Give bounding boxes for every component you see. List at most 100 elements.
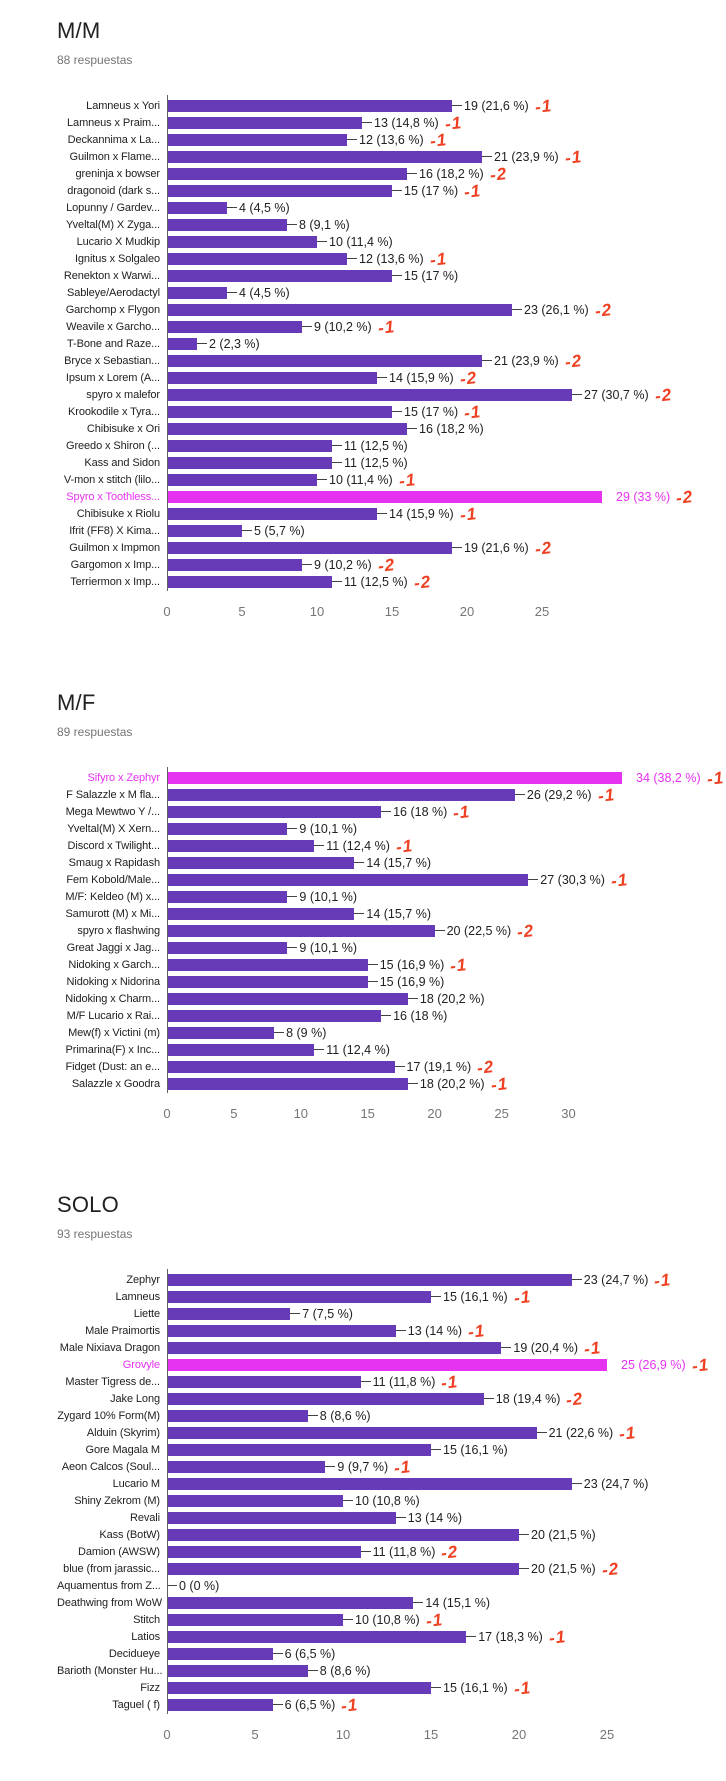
category-label: Primarina(F) x Inc... bbox=[65, 1043, 161, 1056]
bar[interactable] bbox=[167, 218, 287, 231]
bar[interactable] bbox=[167, 1681, 431, 1694]
bar-row: Decidueye 6 (6,5 %) bbox=[57, 1645, 726, 1662]
bar[interactable] bbox=[167, 958, 368, 971]
bar[interactable] bbox=[167, 405, 392, 418]
bar[interactable] bbox=[167, 1060, 395, 1073]
bar[interactable] bbox=[167, 388, 572, 401]
bar[interactable] bbox=[167, 150, 482, 163]
callout-line bbox=[325, 1465, 336, 1468]
x-axis-tick-label: 15 bbox=[423, 1727, 439, 1742]
bar[interactable] bbox=[167, 890, 288, 903]
x-axis-tick-label: 5 bbox=[238, 604, 246, 619]
bar[interactable] bbox=[167, 133, 347, 146]
bar[interactable] bbox=[167, 252, 347, 265]
bar[interactable] bbox=[167, 805, 382, 818]
bar[interactable] bbox=[167, 1545, 361, 1558]
handwritten-annotation: -2 bbox=[412, 571, 432, 593]
bar[interactable] bbox=[167, 907, 355, 920]
bar[interactable] bbox=[167, 1375, 361, 1388]
bar[interactable] bbox=[167, 941, 288, 954]
bar[interactable] bbox=[167, 303, 512, 316]
bar[interactable] bbox=[167, 1009, 382, 1022]
bar[interactable] bbox=[167, 1511, 396, 1524]
bar[interactable] bbox=[167, 286, 227, 299]
bar[interactable] bbox=[167, 99, 452, 112]
category-label: Sifyro x Zephyr bbox=[87, 771, 161, 784]
bar[interactable] bbox=[167, 1613, 343, 1626]
bar[interactable] bbox=[167, 1273, 572, 1286]
value-label: 9 (10,1 %) bbox=[299, 940, 358, 955]
bar[interactable] bbox=[167, 184, 392, 197]
value-label: 21 (23,9 %) bbox=[494, 353, 559, 368]
bar[interactable] bbox=[167, 167, 407, 180]
bar[interactable] bbox=[167, 575, 332, 588]
bar[interactable] bbox=[167, 1409, 308, 1422]
bar[interactable] bbox=[167, 1358, 607, 1371]
bar[interactable] bbox=[167, 235, 317, 248]
bar[interactable] bbox=[167, 1324, 396, 1337]
callout-line bbox=[287, 223, 297, 226]
bar[interactable] bbox=[167, 1443, 431, 1456]
bar[interactable] bbox=[167, 116, 362, 129]
bar[interactable] bbox=[167, 992, 408, 1005]
bar[interactable] bbox=[167, 1307, 291, 1320]
bar[interactable] bbox=[167, 269, 392, 282]
bar[interactable] bbox=[167, 507, 377, 520]
bar[interactable] bbox=[167, 1664, 308, 1677]
bar[interactable] bbox=[167, 788, 515, 801]
bar[interactable] bbox=[167, 201, 227, 214]
category-label: V-mon x stitch (lilo... bbox=[63, 473, 160, 486]
bar-row: Male Nixiava Dragon 19 (20,4 %) -1 bbox=[57, 1338, 726, 1359]
bar[interactable] bbox=[167, 1528, 519, 1541]
bar[interactable] bbox=[167, 1026, 275, 1039]
bar[interactable] bbox=[167, 1494, 343, 1507]
bar[interactable] bbox=[167, 1341, 502, 1354]
bar[interactable] bbox=[167, 924, 435, 937]
category-label: Deathwing from WoW bbox=[57, 1596, 162, 1609]
bar[interactable] bbox=[167, 1392, 484, 1405]
bar[interactable] bbox=[167, 822, 288, 835]
bar[interactable] bbox=[167, 873, 529, 886]
bar[interactable] bbox=[167, 1647, 273, 1660]
bar[interactable] bbox=[167, 541, 452, 554]
bar[interactable] bbox=[167, 1043, 315, 1056]
value-label: 17 (19,1 %) bbox=[406, 1059, 472, 1074]
callout-line bbox=[452, 104, 462, 107]
bar[interactable] bbox=[167, 473, 317, 486]
bar[interactable] bbox=[167, 320, 302, 333]
value-label: 10 (11,4 %) bbox=[329, 472, 393, 487]
bar[interactable] bbox=[167, 456, 332, 469]
handwritten-annotation: -1 bbox=[533, 95, 553, 117]
category-label: Revali bbox=[130, 1511, 160, 1524]
callout-line bbox=[512, 308, 522, 311]
bar[interactable] bbox=[167, 1562, 519, 1575]
handwritten-annotation: -1 bbox=[449, 954, 469, 976]
bar[interactable] bbox=[167, 422, 407, 435]
bar[interactable] bbox=[167, 490, 602, 503]
bar-row: spyro x malefor 27 (30,7 %) -2 bbox=[57, 385, 726, 406]
bar[interactable] bbox=[167, 975, 368, 988]
callout-line bbox=[290, 1312, 301, 1315]
bar[interactable] bbox=[167, 1290, 431, 1303]
bar[interactable] bbox=[167, 1477, 572, 1490]
bar[interactable] bbox=[167, 856, 355, 869]
bar[interactable] bbox=[167, 1630, 467, 1643]
bar[interactable] bbox=[167, 771, 622, 784]
bar[interactable] bbox=[167, 1426, 537, 1439]
bar[interactable] bbox=[167, 524, 242, 537]
bar[interactable] bbox=[167, 1460, 326, 1473]
callout-line bbox=[167, 1584, 177, 1587]
bar[interactable] bbox=[167, 839, 315, 852]
bar[interactable] bbox=[167, 337, 197, 350]
value-label: 21 (23,9 %) bbox=[494, 149, 559, 164]
bar[interactable] bbox=[167, 1077, 408, 1090]
bar[interactable] bbox=[167, 354, 482, 367]
bar[interactable] bbox=[167, 1596, 414, 1609]
chart-title: SOLO bbox=[57, 1192, 119, 1217]
bar[interactable] bbox=[167, 439, 332, 452]
bar[interactable] bbox=[167, 1698, 273, 1711]
bar-row: M/F: Keldeo (M) x... 9 (10,1 %) bbox=[57, 888, 726, 905]
category-label: Sableye/Aerodactyl bbox=[67, 286, 160, 299]
bar[interactable] bbox=[167, 371, 377, 384]
bar[interactable] bbox=[167, 558, 302, 571]
